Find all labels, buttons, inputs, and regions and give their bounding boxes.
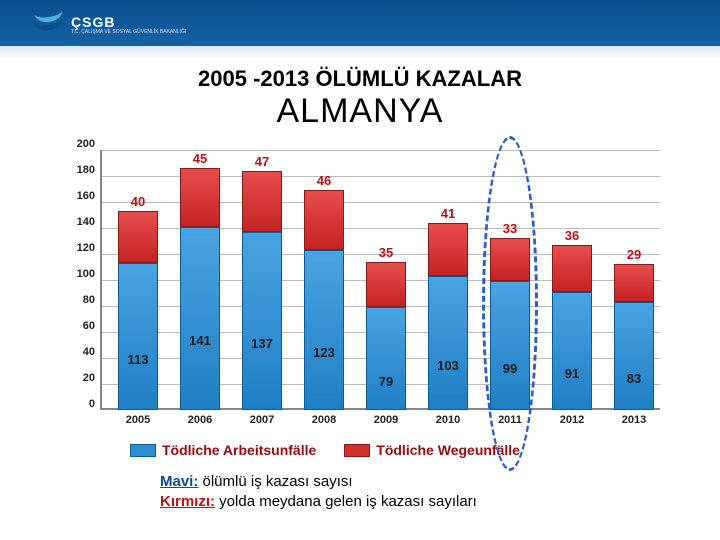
bar-red bbox=[552, 245, 592, 292]
y-axis-labels: 020406080100120140160180200 bbox=[60, 144, 95, 416]
bar-blue bbox=[614, 302, 654, 410]
bar-red bbox=[490, 238, 530, 281]
bars-container: 113 40 141 45 137 47 123 46 79 35 103 41 99 33 91 36 83 2… bbox=[100, 150, 660, 410]
chart: 020406080100120140160180200 113401414513… bbox=[60, 150, 670, 450]
bar-blue-value: 99 bbox=[490, 361, 530, 376]
x-tick-label: 2008 bbox=[304, 414, 344, 426]
bar-red bbox=[304, 190, 344, 250]
bar-red-value: 40 bbox=[118, 194, 158, 209]
y-tick-label: 160 bbox=[60, 190, 95, 202]
legend-label-red: Tödliche Wegeunfälle bbox=[376, 442, 520, 458]
bar-red-value: 33 bbox=[490, 221, 530, 236]
note-red-label: Kırmızı: bbox=[160, 493, 215, 510]
bar-red bbox=[118, 211, 158, 263]
x-tick-label: 2011 bbox=[490, 414, 530, 426]
y-tick-label: 60 bbox=[60, 320, 95, 332]
bar-red-value: 29 bbox=[614, 247, 654, 262]
bar-blue-value: 113 bbox=[118, 352, 158, 367]
x-tick-label: 2009 bbox=[366, 414, 406, 426]
y-tick-label: 0 bbox=[60, 398, 95, 410]
y-tick-label: 200 bbox=[60, 138, 95, 150]
x-tick-label: 2010 bbox=[428, 414, 468, 426]
note-text: Mavi: ölümlü iş kazası sayısı Kırmızı: y… bbox=[160, 472, 477, 513]
x-axis-labels: 2005 2006 2007 2008 2009 2010 2011 2012 2013 bbox=[100, 414, 660, 434]
bar-blue bbox=[304, 250, 344, 410]
bar-blue-value: 141 bbox=[180, 333, 220, 348]
legend-swatch-red bbox=[344, 444, 370, 457]
bar-blue bbox=[490, 281, 530, 410]
bar-red-value: 41 bbox=[428, 206, 468, 221]
logo-icon bbox=[35, 14, 65, 36]
legend-label-blue: Tödliche Arbeitsunfälle bbox=[162, 442, 316, 458]
legend-item-blue: Tödliche Arbeitsunfälle bbox=[130, 442, 316, 458]
bar-blue bbox=[118, 263, 158, 410]
x-tick-label: 2012 bbox=[552, 414, 592, 426]
header-fade bbox=[0, 46, 720, 60]
bar-red bbox=[614, 264, 654, 302]
x-tick-label: 2005 bbox=[118, 414, 158, 426]
y-tick-label: 180 bbox=[60, 164, 95, 176]
x-tick-label: 2013 bbox=[614, 414, 654, 426]
bar-red bbox=[180, 168, 220, 227]
bar-blue bbox=[242, 232, 282, 410]
logo-text: ÇSGB bbox=[71, 14, 186, 30]
bar-blue-value: 123 bbox=[304, 345, 344, 360]
logo: ÇSGB T.C. ÇALIŞMA VE SOSYAL GÜVENLİK BAK… bbox=[35, 14, 186, 36]
bar-blue-value: 83 bbox=[614, 371, 654, 386]
bar-red-value: 36 bbox=[552, 228, 592, 243]
bar-red-value: 47 bbox=[242, 154, 282, 169]
bar-blue bbox=[180, 227, 220, 410]
y-tick-label: 140 bbox=[60, 216, 95, 228]
y-tick-label: 100 bbox=[60, 268, 95, 280]
y-tick-label: 120 bbox=[60, 242, 95, 254]
bar-blue-value: 91 bbox=[552, 366, 592, 381]
bar-blue-value: 103 bbox=[428, 358, 468, 373]
header-band: ÇSGB T.C. ÇALIŞMA VE SOSYAL GÜVENLİK BAK… bbox=[0, 0, 720, 50]
y-tick-label: 40 bbox=[60, 346, 95, 358]
bar-blue bbox=[428, 276, 468, 410]
logo-subtext: T.C. ÇALIŞMA VE SOSYAL GÜVENLİK BAKANLIĞ… bbox=[71, 30, 186, 36]
bar-red-value: 45 bbox=[180, 151, 220, 166]
bar-blue-value: 79 bbox=[366, 374, 406, 389]
legend: Tödliche Arbeitsunfälle Tödliche Wegeunf… bbox=[130, 442, 520, 458]
note-red-text: yolda meydana gelen iş kazası sayıları bbox=[215, 493, 477, 510]
bar-red bbox=[428, 223, 468, 276]
bar-red-value: 46 bbox=[304, 173, 344, 188]
slide-title-line1: 2005 -2013 ÖLÜMLÜ KAZALAR bbox=[0, 66, 720, 92]
y-tick-label: 80 bbox=[60, 294, 95, 306]
legend-item-red: Tödliche Wegeunfälle bbox=[344, 442, 520, 458]
y-tick-label: 20 bbox=[60, 372, 95, 384]
bar-blue bbox=[552, 292, 592, 410]
x-tick-label: 2006 bbox=[180, 414, 220, 426]
bar-red bbox=[242, 171, 282, 232]
bar-blue bbox=[366, 307, 406, 410]
bar-blue-value: 137 bbox=[242, 336, 282, 351]
bar-red-value: 35 bbox=[366, 245, 406, 260]
legend-swatch-blue bbox=[130, 444, 156, 457]
x-tick-label: 2007 bbox=[242, 414, 282, 426]
note-blue-label: Mavi: bbox=[160, 473, 198, 490]
bar-red bbox=[366, 262, 406, 308]
note-blue-text: ölümlü iş kazası sayısı bbox=[198, 473, 352, 490]
slide-title-line2: ALMANYA bbox=[0, 92, 720, 131]
